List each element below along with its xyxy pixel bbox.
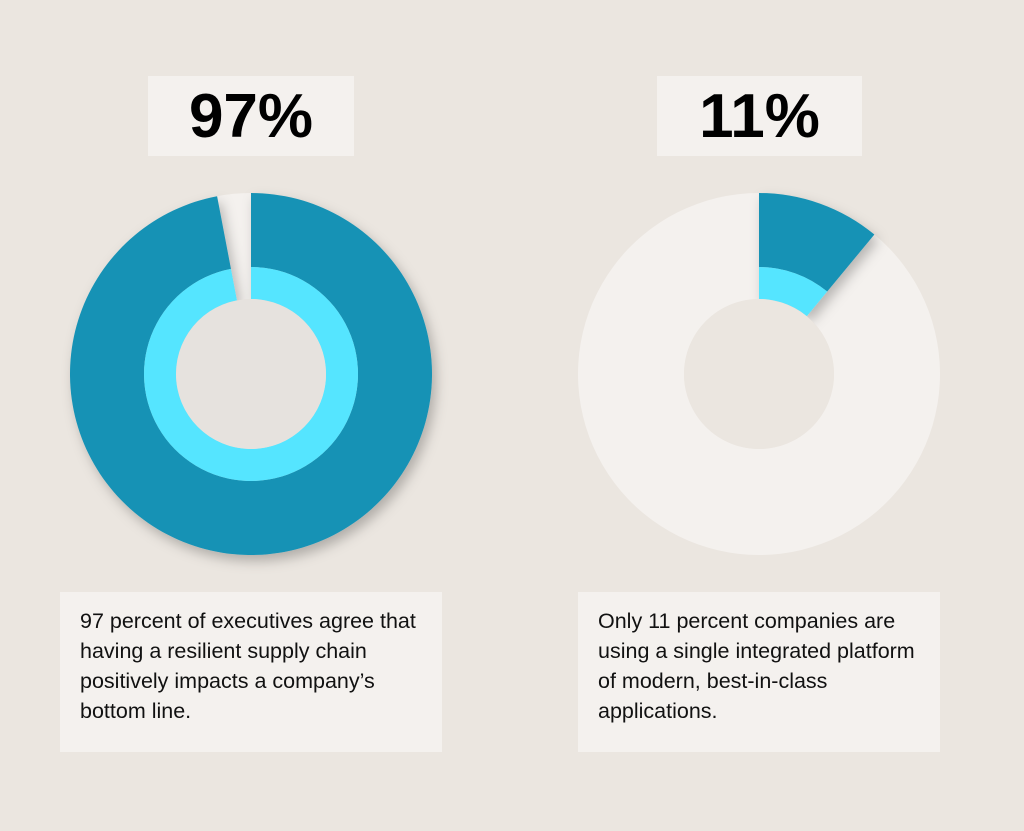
- donut-remainder-slice: [217, 193, 251, 301]
- donut-value-inner: [144, 267, 359, 482]
- donut-value-outer: [759, 193, 875, 292]
- caption-left: 97 percent of executives agree that havi…: [60, 592, 442, 752]
- donut-value-slice: [759, 193, 875, 317]
- donut-remainder-slice: [578, 193, 940, 555]
- donut-value-inner: [759, 267, 828, 317]
- donut-hole: [684, 299, 834, 449]
- stat-11: 11%: [657, 76, 862, 156]
- caption-right: Only 11 percent companies are using a si…: [578, 592, 940, 752]
- donut-hole: [176, 299, 326, 449]
- donut-value-slice: [70, 193, 433, 556]
- donut-value-outer: [70, 193, 433, 556]
- stat-97: 97%: [148, 76, 354, 156]
